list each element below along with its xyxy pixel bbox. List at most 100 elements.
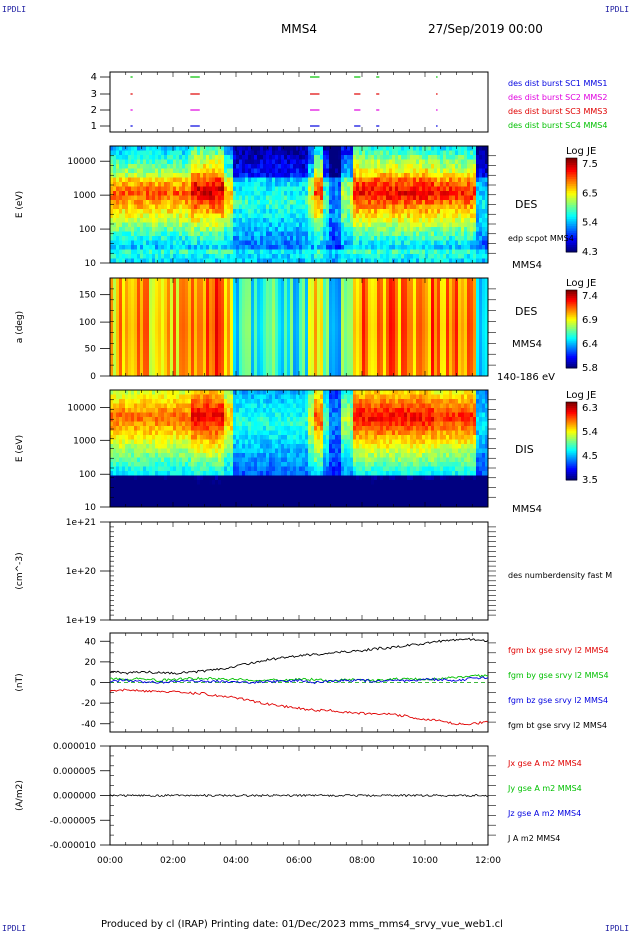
des-pitch-cell	[254, 338, 258, 343]
des-energy-cell	[326, 155, 330, 160]
des-pitch-cell	[191, 353, 195, 358]
des-energy-cell	[368, 258, 372, 264]
des-energy-cell	[356, 204, 360, 210]
des-energy-cell	[161, 209, 165, 214]
des-pitch-cell	[194, 289, 198, 294]
des-energy-cell	[278, 182, 282, 187]
des-energy-cell	[257, 159, 261, 165]
des-energy-cell	[212, 245, 216, 250]
des-energy-cell	[413, 177, 417, 183]
des-energy-cell	[413, 146, 417, 151]
des-pitch-cell	[209, 319, 213, 324]
des-pitch-cell	[233, 330, 237, 335]
des-energy-cell	[167, 249, 171, 255]
des-energy-cell	[422, 186, 426, 192]
des-energy-cell	[422, 245, 426, 250]
des-energy-cell	[278, 191, 282, 196]
des-pitch-cell	[125, 345, 129, 351]
des-energy-cell	[338, 236, 342, 241]
des-pitch-cell	[200, 342, 204, 347]
des-energy-cell	[446, 209, 450, 214]
des-energy-cell	[383, 191, 387, 196]
des-energy-cell	[383, 168, 387, 174]
des-pitch-cell	[110, 357, 114, 362]
des-energy-colorbar-step	[566, 165, 577, 168]
des-energy-cell	[356, 182, 360, 187]
des-energy-cell	[230, 195, 234, 201]
des-energy-cell	[203, 155, 207, 160]
des-energy-cell	[173, 222, 177, 228]
des-energy-cell	[470, 209, 474, 214]
des-energy-cell	[254, 159, 258, 165]
des-energy-cell	[332, 209, 336, 214]
des-energy-cell	[353, 168, 357, 174]
des-pitch-cell	[173, 334, 177, 339]
des-energy-colorbar-step	[566, 158, 577, 161]
des-pitch-cell	[209, 372, 213, 377]
des-energy-cell	[332, 236, 336, 241]
des-energy-cell	[356, 146, 360, 151]
des-pitch-cell	[131, 308, 135, 313]
des-pitch-cell	[143, 338, 147, 343]
des-energy-cell	[476, 164, 480, 169]
des-pitch-cell	[167, 315, 171, 320]
des-pitch-cell	[233, 323, 237, 328]
des-pitch-cell	[143, 342, 147, 347]
des-pitch-cell	[149, 311, 153, 317]
des-energy-cell	[194, 222, 198, 228]
des-energy-cell	[224, 200, 228, 205]
des-pitch-cell	[125, 360, 129, 366]
des-energy-cell	[194, 245, 198, 250]
des-pitch-cell	[215, 334, 219, 339]
des-energy-cell	[431, 222, 435, 228]
des-pitch-cell	[248, 353, 252, 358]
des-energy-cell	[347, 164, 351, 169]
des-energy-cell	[137, 204, 141, 210]
des-pitch-cell	[215, 364, 219, 369]
des-pitch-cell	[266, 289, 270, 294]
des-energy-cell	[176, 195, 180, 201]
des-energy-cell	[242, 236, 246, 241]
des-energy-cell	[386, 177, 390, 183]
des-energy-cell	[167, 182, 171, 187]
des-pitch-cell	[230, 357, 234, 362]
des-pitch-cell	[161, 281, 165, 286]
des-pitch-cell	[278, 308, 282, 313]
des-pitch-cell	[236, 311, 240, 317]
des-energy-cell	[167, 177, 171, 183]
des-pitch-cell	[128, 296, 132, 302]
des-pitch-cell	[227, 323, 231, 328]
des-pitch-cell	[269, 308, 273, 313]
des-energy-cell	[464, 240, 468, 246]
des-energy-cell	[212, 258, 216, 264]
des-energy-cell	[473, 258, 477, 264]
des-energy-cell	[116, 249, 120, 255]
des-energy-cell	[212, 213, 216, 219]
des-pitch-cell	[224, 315, 228, 320]
des-pitch-cell	[263, 304, 267, 309]
des-pitch-cell	[134, 349, 138, 354]
des-energy-cell	[341, 150, 345, 156]
des-pitch-cell	[203, 281, 207, 286]
des-energy-cell	[356, 245, 360, 250]
des-energy-cell	[335, 204, 339, 210]
des-pitch-cell	[200, 285, 204, 290]
des-energy-cell	[455, 195, 459, 201]
des-energy-cell	[386, 254, 390, 259]
des-energy-cell	[479, 222, 483, 228]
des-energy-cell	[485, 173, 489, 178]
des-pitch-cell	[221, 300, 225, 305]
des-energy-cell	[422, 146, 426, 151]
des-pitch-cell	[203, 300, 207, 305]
des-energy-cell	[296, 213, 300, 219]
des-pitch-cell	[239, 293, 243, 298]
des-pitch-cell	[125, 330, 129, 335]
des-energy-cell	[164, 173, 168, 178]
des-pitch-cell	[143, 311, 147, 317]
des-energy-cell	[200, 164, 204, 169]
des-energy-cell	[410, 231, 414, 237]
des-energy-cell	[338, 195, 342, 201]
des-energy-cell	[446, 168, 450, 174]
des-energy-cell	[398, 213, 402, 219]
des-pitch-cell	[131, 319, 135, 324]
